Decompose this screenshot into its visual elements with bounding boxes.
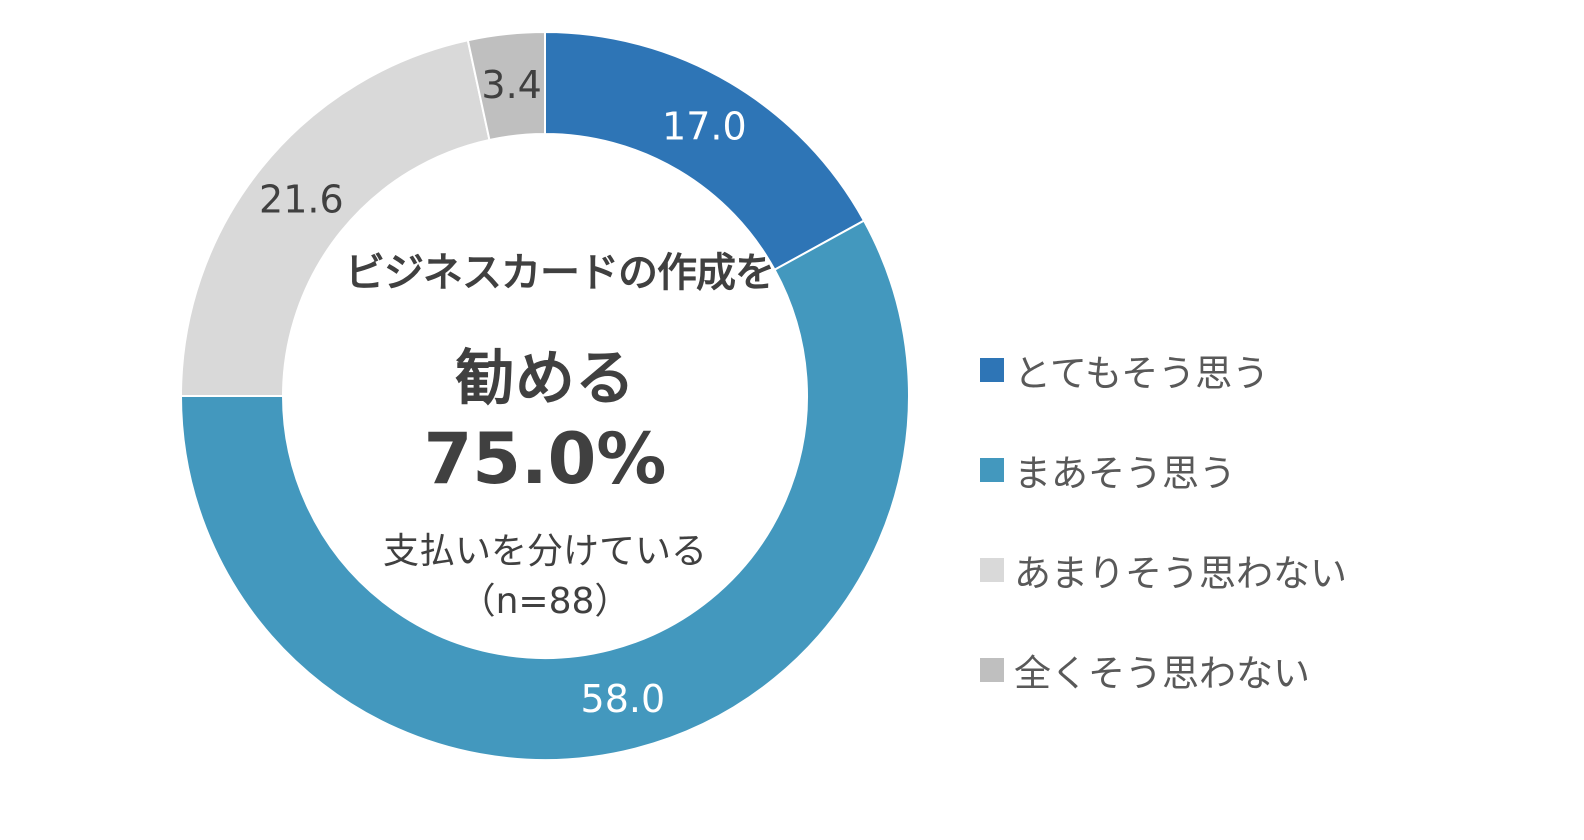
donut-slice [466, 30, 546, 142]
legend-item: まあそう思う [980, 420, 1347, 520]
legend-label: あまりそう思わない [1014, 552, 1347, 595]
legend-label: まあそう思う [1014, 452, 1236, 495]
donut-slice [544, 30, 866, 272]
donut-slice [179, 219, 910, 761]
donut-slice [179, 39, 491, 397]
legend-swatch [980, 458, 1004, 482]
slice-value-label: 3.4 [481, 63, 541, 107]
legend-swatch [980, 658, 1004, 682]
legend-swatch [980, 558, 1004, 582]
center-subject: ビジネスカードの作成を [345, 250, 775, 296]
slice-value-label: 17.0 [662, 105, 747, 149]
legend-item: 全くそう思わない [980, 620, 1347, 720]
center-verb: 勧める [455, 344, 635, 414]
legend-swatch [980, 358, 1004, 382]
slice-value-label: 21.6 [259, 178, 344, 222]
center-sample-size: （n=88） [459, 581, 631, 622]
legend-item: とてもそう思う [980, 320, 1347, 420]
center-note: 支払いを分けている [382, 531, 707, 572]
legend-item: あまりそう思わない [980, 520, 1347, 620]
slice-value-label: 58.0 [581, 677, 666, 721]
legend-label: 全くそう思わない [1014, 652, 1310, 695]
center-value: 75.0% [423, 418, 667, 500]
legend-label: とてもそう思う [1014, 352, 1270, 395]
legend: とてもそう思う まあそう思う あまりそう思わない 全くそう思わない [980, 320, 1347, 720]
